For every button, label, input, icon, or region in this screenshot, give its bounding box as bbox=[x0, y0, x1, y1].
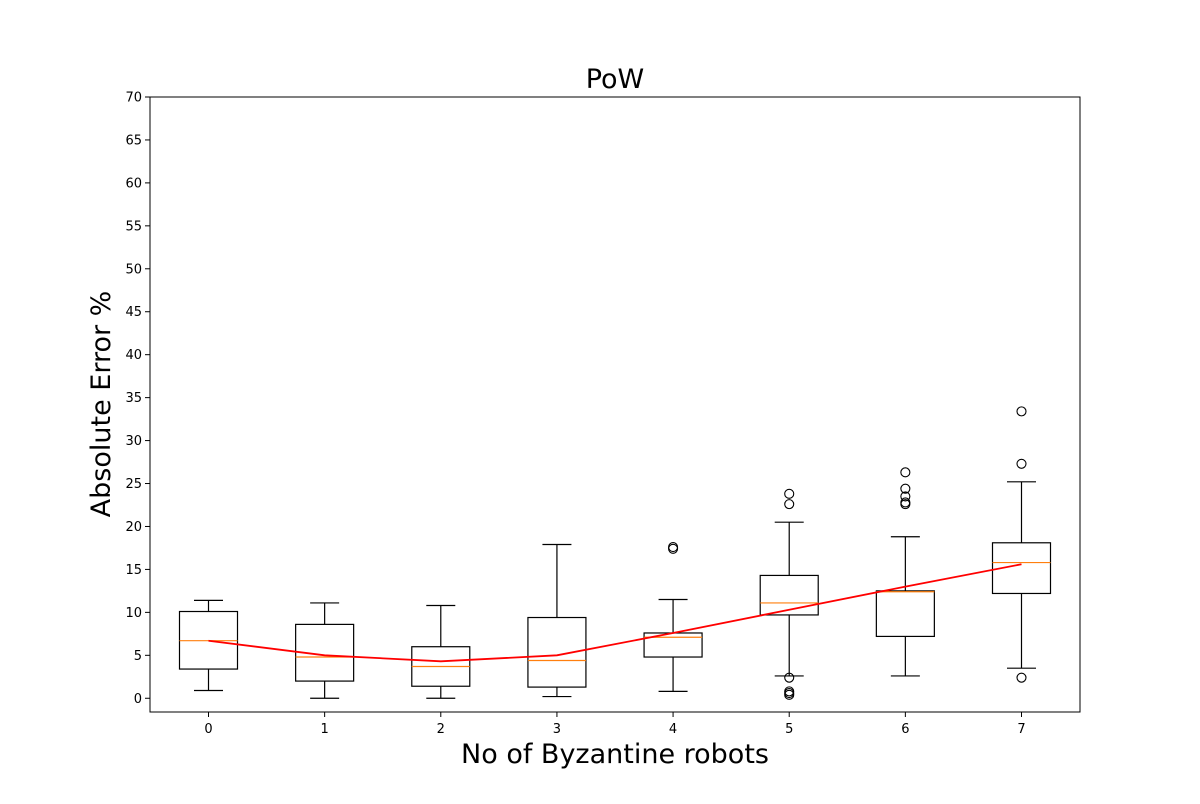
y-tick-label: 10 bbox=[125, 606, 142, 621]
box bbox=[527, 616, 587, 688]
y-tick-label: 15 bbox=[125, 563, 142, 578]
x-tick-label: 5 bbox=[785, 722, 793, 737]
chart-title: PoW bbox=[586, 64, 645, 95]
mean-trend-line bbox=[208, 563, 1022, 663]
outlier-point bbox=[1016, 406, 1027, 417]
y-tick-label: 70 bbox=[125, 91, 142, 106]
y-tick-label: 20 bbox=[125, 520, 142, 535]
y-tick-label: 35 bbox=[125, 391, 142, 406]
y-tick-label: 5 bbox=[134, 649, 142, 664]
outlier-point bbox=[668, 542, 679, 553]
outlier-point bbox=[900, 483, 911, 494]
y-tick-label: 65 bbox=[125, 133, 142, 148]
x-tick-label: 3 bbox=[553, 722, 561, 737]
y-tick-label: 60 bbox=[125, 176, 142, 191]
y-axis-label: Absolute Error % bbox=[86, 291, 117, 518]
y-tick-label: 0 bbox=[134, 692, 142, 707]
outlier-point bbox=[900, 467, 911, 478]
y-tick-label: 40 bbox=[125, 348, 142, 363]
x-tick-label: 6 bbox=[901, 722, 909, 737]
outlier-point bbox=[900, 491, 911, 502]
box bbox=[875, 590, 935, 638]
y-tick-label: 25 bbox=[125, 477, 142, 492]
outlier-point bbox=[784, 488, 795, 499]
box bbox=[991, 542, 1052, 595]
outlier-point bbox=[784, 689, 795, 700]
outlier-point bbox=[1016, 672, 1027, 683]
outlier-point bbox=[1016, 458, 1027, 469]
x-axis-label: No of Byzantine robots bbox=[461, 739, 769, 770]
outlier-point bbox=[784, 672, 795, 683]
y-tick-label: 30 bbox=[125, 434, 142, 449]
x-tick-label: 4 bbox=[669, 722, 677, 737]
box bbox=[759, 574, 819, 616]
y-tick-label: 55 bbox=[125, 219, 142, 234]
x-tick-label: 7 bbox=[1017, 722, 1025, 737]
outlier-point bbox=[900, 499, 911, 510]
y-tick-label: 45 bbox=[125, 305, 142, 320]
outlier-point bbox=[784, 499, 795, 510]
x-tick-label: 2 bbox=[437, 722, 445, 737]
x-tick-label: 1 bbox=[321, 722, 329, 737]
axes-frame bbox=[149, 96, 1081, 713]
y-tick-label: 50 bbox=[125, 262, 142, 277]
box bbox=[295, 623, 355, 682]
x-tick-label: 0 bbox=[204, 722, 212, 737]
